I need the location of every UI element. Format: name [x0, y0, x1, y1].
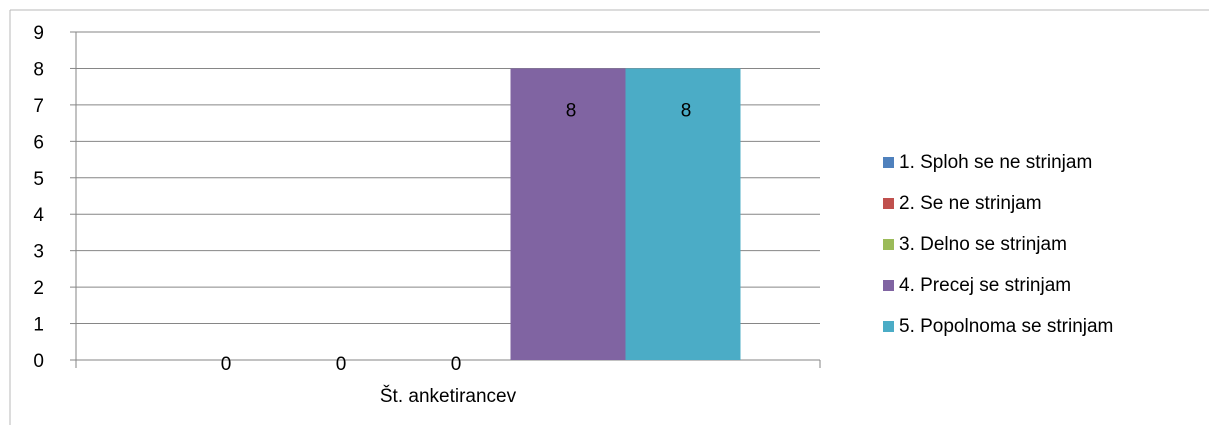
y-tick-label: 2 [33, 278, 44, 299]
data-label-series-4: 8 [566, 100, 577, 121]
y-tick-label: 6 [33, 132, 44, 153]
legend-label-5: 5. Popolnoma se strinjam [899, 315, 1114, 337]
bar-series-5 [625, 68, 741, 360]
y-tick-label: 8 [33, 59, 44, 80]
legend-swatch-5 [883, 321, 894, 332]
data-label-series-5: 8 [681, 100, 692, 121]
legend-label-2: 2. Se ne strinjam [899, 192, 1042, 214]
legend-label-4: 4. Precej se strinjam [899, 274, 1072, 296]
y-tick-label: 9 [33, 23, 44, 44]
bar-series-4 [510, 68, 626, 360]
legend-item-3: 3. Delno se strinjam [883, 224, 1113, 265]
legend-label-1: 1. Sploh se ne strinjam [899, 151, 1093, 173]
y-tick-label: 5 [33, 169, 44, 190]
legend-swatch-4 [883, 280, 894, 291]
legend: 1. Sploh se ne strinjam 2. Se ne strinja… [883, 142, 1113, 347]
y-tick-label: 3 [33, 242, 44, 263]
legend-item-2: 2. Se ne strinjam [883, 183, 1113, 224]
legend-item-1: 1. Sploh se ne strinjam [883, 142, 1113, 183]
legend-swatch-1 [883, 157, 894, 168]
legend-item-4: 4. Precej se strinjam [883, 265, 1113, 306]
y-tick-label: 1 [33, 315, 44, 336]
y-tick-label: 7 [33, 96, 44, 117]
y-tick-label: 4 [33, 205, 44, 226]
y-tick-label: 0 [33, 351, 44, 372]
data-label-series-2: 0 [336, 354, 347, 375]
legend-item-5: 5. Popolnoma se strinjam [883, 306, 1113, 347]
x-category-label: Št. anketirancev [380, 385, 517, 407]
legend-swatch-2 [883, 198, 894, 209]
data-label-series-3: 0 [451, 354, 462, 375]
legend-swatch-3 [883, 239, 894, 250]
legend-label-3: 3. Delno se strinjam [899, 233, 1067, 255]
data-label-series-1: 0 [221, 354, 232, 375]
